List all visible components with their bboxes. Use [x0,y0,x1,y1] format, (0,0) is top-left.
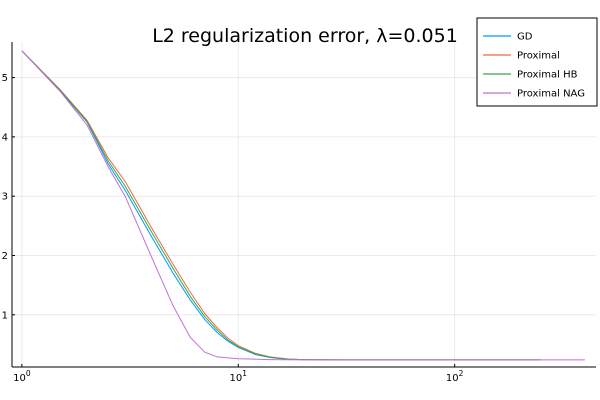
legend-label: Proximal [517,51,560,62]
legend-label: GD [517,32,533,43]
legend-label: Proximal NAG [517,89,585,100]
y-tick-label: 3 [2,192,8,203]
legend-label: Proximal HB [517,70,578,81]
y-tick-label: 4 [2,132,8,143]
series-line-proximal-hb [21,50,541,361]
grid [12,42,596,367]
chart-title: L2 regularization error, λ=0.051 [152,25,458,47]
series-line-proximal [21,50,541,361]
x-tick-label: 101 [230,369,248,384]
x-tick-label: 100 [13,369,31,384]
legend-box [476,17,598,107]
y-tick-label: 1 [2,310,8,321]
y-tick-label: 5 [2,73,8,84]
series-line-gd [21,50,541,361]
series-lines [21,50,585,361]
y-tick-label: 2 [2,251,8,262]
axes [11,42,596,368]
legend: GD Proximal Proximal HB Proximal NAG [476,17,598,107]
ticks: 1 2 3 4 5 100 101 102 [2,73,464,384]
x-tick-label: 102 [446,369,464,384]
series-line-proximal-nag [21,50,585,361]
